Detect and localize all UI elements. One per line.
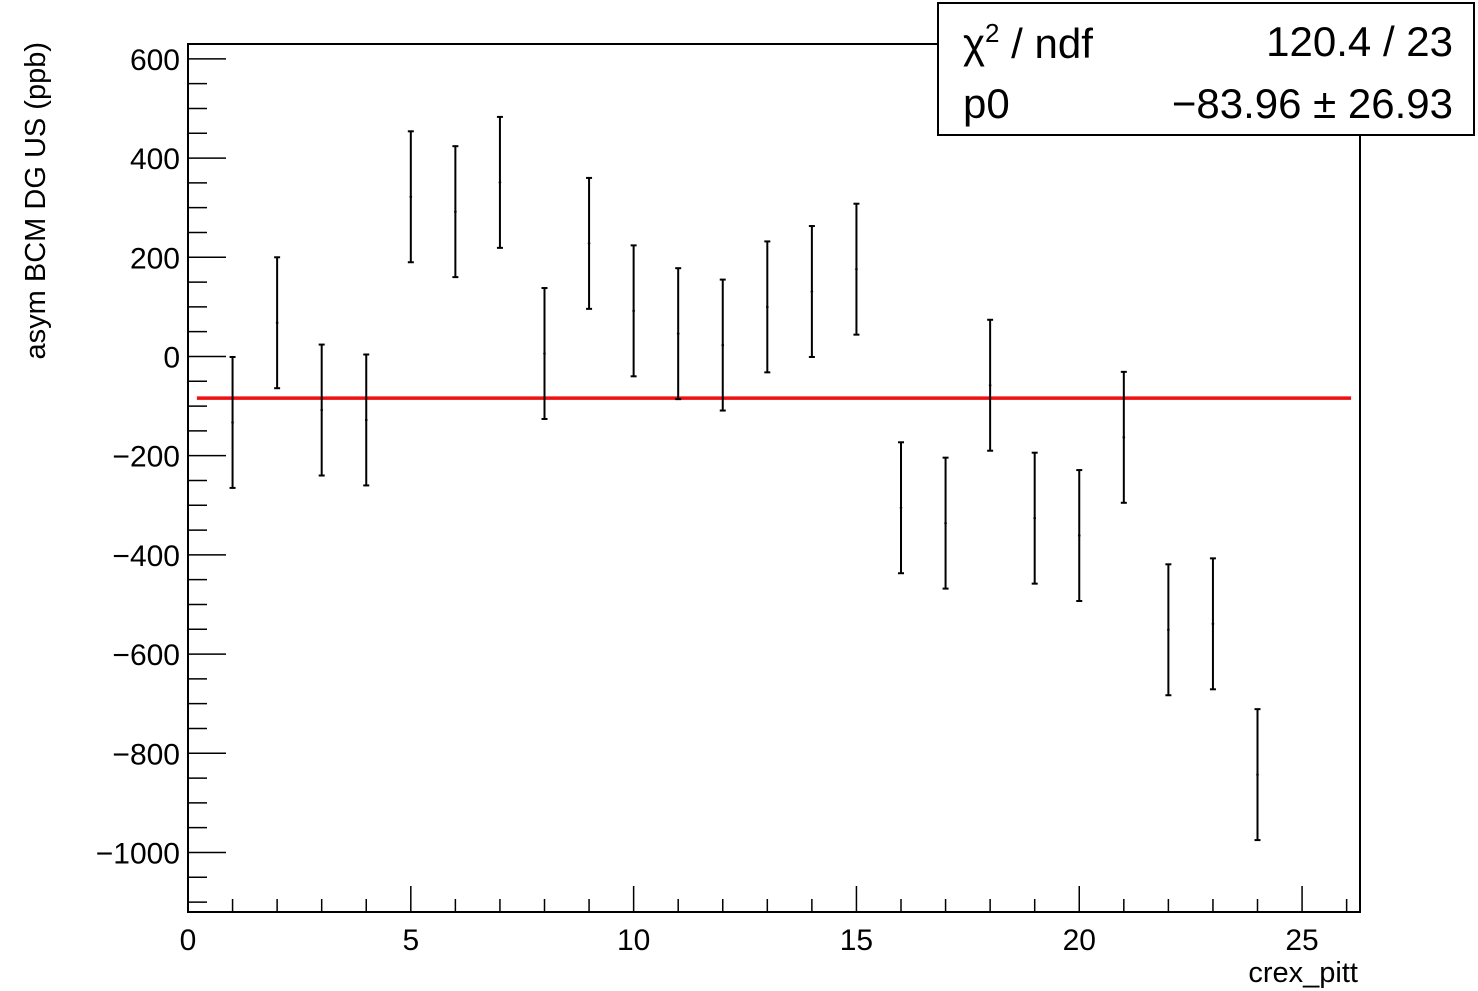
data-point (808, 225, 815, 358)
point-marker (676, 332, 680, 335)
data-point (630, 244, 637, 378)
point-marker (1167, 628, 1170, 632)
point-marker (721, 343, 725, 347)
data-point (1209, 557, 1216, 691)
point-marker (855, 267, 858, 271)
data-point (1165, 563, 1172, 697)
point-marker (543, 352, 546, 355)
p0-label: p0 (963, 80, 1010, 127)
y-tick-label: 0 (163, 341, 180, 374)
data-point (1031, 451, 1038, 585)
y-tick-label: 400 (130, 143, 180, 176)
y-tick-label: −400 (112, 540, 180, 573)
point-marker (587, 242, 591, 245)
data-point (1076, 469, 1083, 603)
point-marker (1211, 622, 1215, 626)
data-point (541, 287, 548, 420)
fit-stats-box: χ2 / ndf 120.4 / 23 p0 −83.96 ± 26.93 (937, 2, 1475, 136)
data-point (452, 145, 459, 279)
data-point (274, 256, 281, 390)
point-marker (1033, 516, 1036, 520)
y-tick-label: −800 (112, 738, 180, 771)
data-point (719, 278, 726, 412)
data-point (363, 353, 370, 487)
point-marker (1122, 436, 1126, 439)
point-marker (275, 321, 279, 325)
point-marker (231, 421, 234, 424)
data-point (229, 355, 236, 489)
data-point (675, 267, 682, 401)
data-point (898, 441, 905, 575)
data-point (987, 318, 994, 452)
data-point (496, 115, 503, 249)
point-marker (1256, 773, 1259, 776)
point-marker (988, 383, 992, 387)
data-point (318, 343, 325, 477)
point-marker (320, 408, 323, 412)
data-point (586, 176, 593, 310)
point-marker (632, 309, 635, 313)
stats-row-p0: p0 −83.96 ± 26.93 (963, 80, 1453, 130)
data-point (1120, 370, 1127, 504)
y-tick-label: 200 (130, 242, 180, 275)
point-marker (899, 506, 903, 510)
y-tick-label: −600 (112, 639, 180, 672)
axis-ticks (187, 58, 1348, 912)
chi2-value: 120.4 / 23 (1266, 18, 1453, 65)
x-tick-label: 5 (402, 924, 419, 957)
point-marker (766, 305, 769, 309)
data-point (407, 130, 414, 264)
point-marker (944, 521, 947, 525)
chi2-label: χ2 / ndf (963, 18, 1093, 67)
point-marker (1077, 534, 1081, 537)
y-tick-label: −1000 (96, 837, 180, 870)
data-point (942, 456, 949, 590)
tick-labels: 0 5 10 15 20 25 600 400 200 0 −200 −400 −600 −800 −100… (96, 44, 1319, 957)
point-marker (364, 418, 368, 422)
point-marker (810, 290, 814, 293)
p0-value: −83.96 ± 26.93 (1171, 80, 1453, 127)
x-axis-label: crex_pitt (1248, 957, 1358, 989)
data-point (853, 202, 860, 336)
data-point (764, 240, 771, 374)
stats-row-chi2: χ2 / ndf 120.4 / 23 (963, 18, 1453, 68)
y-axis-label: asym BCM DG US (ppb) (20, 42, 52, 359)
x-tick-label: 0 (180, 924, 197, 957)
data-points (229, 115, 1261, 842)
x-tick-label: 20 (1063, 924, 1096, 957)
x-tick-label: 10 (617, 924, 650, 957)
x-tick-label: 15 (840, 924, 873, 957)
point-marker (454, 210, 457, 213)
point-marker (409, 195, 413, 199)
data-point (1254, 708, 1261, 842)
plot-frame (187, 43, 1361, 913)
point-marker (498, 181, 502, 184)
y-tick-label: −200 (112, 441, 180, 474)
x-tick-label: 25 (1285, 924, 1318, 957)
y-tick-label: 600 (130, 44, 180, 77)
